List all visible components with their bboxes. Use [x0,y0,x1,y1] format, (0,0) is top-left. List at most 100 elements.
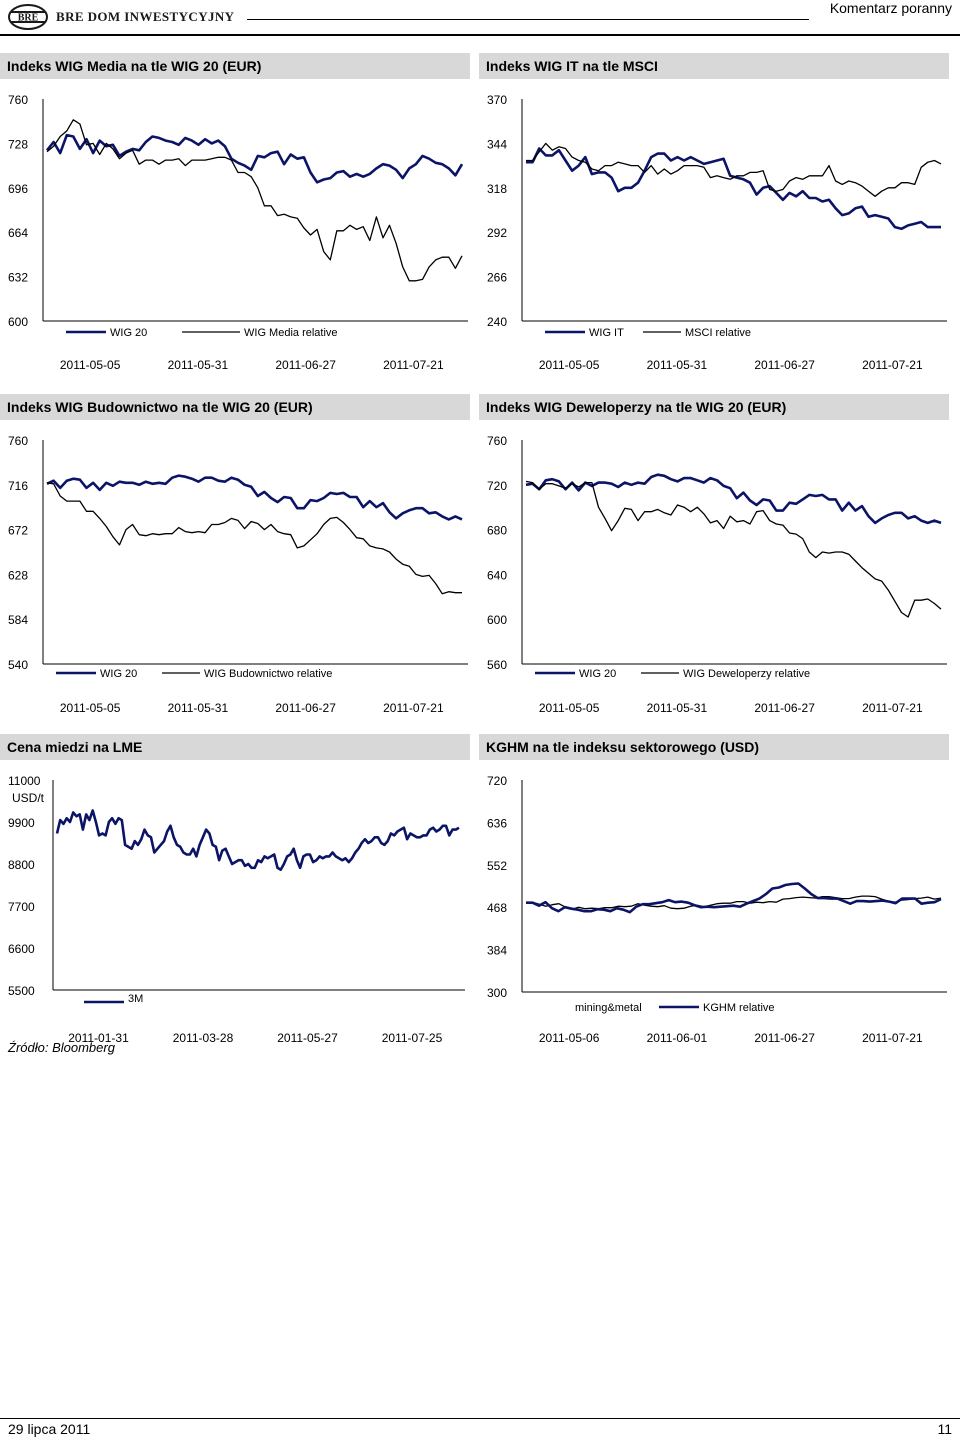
legend-label: WIG 20 [110,327,147,339]
x-tick-label: 2011-06-27 [275,701,336,715]
y-tick-label: 560 [487,658,507,672]
y-tick-label: 468 [487,901,507,915]
chart-wig-deweloperzy: 760 720 680 640 600 560 2011-05-05 2011-05-31 20… [487,434,947,715]
y-tick-label: 640 [487,568,507,582]
page-header: BRE BRE DOM INWESTYCYJNY Komentarz poran… [0,0,960,34]
x-tick-label: 2011-03-28 [173,1031,234,1045]
chart-wig-budownictwo: 760 716 672 628 584 540 2011-05-05 2011-05-31 20… [8,434,468,715]
chart-title: KGHM na tle indeksu sektorowego (USD) [479,734,949,760]
bre-logo-icon: BRE [8,4,48,30]
y-tick-label: 370 [487,93,507,107]
y-tick-label: 760 [8,93,28,107]
y-tick-label: 344 [487,137,507,151]
header-divider [0,34,960,36]
legend-label: WIG Media relative [244,327,338,339]
svg-text:BRE: BRE [18,13,39,24]
x-tick-label: 2011-06-01 [647,1031,708,1045]
y-tick-label: 600 [487,613,507,627]
y-tick-label: 632 [8,271,28,285]
y-tick-label: 5500 [8,984,35,998]
y-tick-label: 680 [487,524,507,538]
y-tick-label: 760 [8,434,28,448]
header-rule [247,19,809,20]
chart-title: Indeks WIG Media na tle WIG 20 (EUR) [0,53,470,79]
page-footer: 29 lipca 2011 11 [0,1418,960,1440]
legend-label: MSCI relative [685,327,751,339]
series-line-wig-20 [46,474,463,521]
x-tick-label: 2011-05-05 [539,358,600,372]
y-tick-label: 716 [8,479,28,493]
y-tick-label: 552 [487,859,507,873]
y-tick-label: 318 [487,182,507,196]
x-tick-label: 2011-05-31 [168,701,229,715]
series-line-wig-20 [45,133,464,184]
x-tick-label: 2011-07-21 [862,701,923,715]
series-line-wig-20 [525,473,942,525]
legend-label: WIG Budownictwo relative [204,668,332,680]
x-tick-label: 2011-05-27 [277,1031,338,1045]
y-tick-label: 11000 [8,774,41,788]
x-tick-label: 2011-07-21 [862,358,923,372]
chart-title: Indeks WIG IT na tle MSCI [479,53,949,79]
legend-label: mining&metal [575,1002,642,1014]
series-line-msci-relative [526,142,942,197]
y-tick-label: 266 [487,271,507,285]
x-tick-label: 2011-06-27 [754,1031,815,1045]
chart-wig-it: 370 344 318 292 266 240 2011-05-05 2011-05-31 20… [487,93,947,372]
chart-kghm: 720 636 552 468 384 300 2011-05-06 2011-06-01 20… [487,774,947,1045]
unit-label: USD/t [12,791,45,805]
chart-copper: 11000 9900 8800 7700 6600 5500 USD/t 2011-01-31… [8,774,465,1045]
y-tick-label: 600 [8,315,28,329]
y-tick-label: 240 [487,315,507,329]
y-tick-label: 540 [8,658,28,672]
x-tick-label: 2011-07-21 [383,358,444,372]
y-tick-label: 628 [8,568,28,582]
y-tick-label: 300 [487,986,507,1000]
series-line-wig-it [526,147,941,231]
y-tick-label: 720 [487,479,507,493]
y-tick-label: 672 [8,524,28,538]
y-tick-label: 384 [487,944,507,958]
y-tick-label: 8800 [8,858,35,872]
y-tick-label: 292 [487,226,507,240]
series-line-mining-metal [526,895,942,910]
y-tick-label: 696 [8,182,28,196]
x-tick-label: 2011-05-05 [60,358,121,372]
x-tick-label: 2011-07-21 [862,1031,923,1045]
legend-label: WIG 20 [579,668,616,680]
legend-label: WIG 20 [100,668,137,680]
series-line-3m [55,809,460,871]
x-tick-label: 2011-05-05 [539,701,600,715]
legend-label: 3M [128,993,143,1005]
report-type: Komentarz poranny [829,0,952,16]
chart-title: Cena miedzi na LME [0,734,470,760]
y-tick-label: 728 [8,137,28,151]
legend-label: WIG IT [589,327,624,339]
footer-date: 29 lipca 2011 [8,1421,91,1437]
chart-title: Indeks WIG Deweloperzy na tle WIG 20 (EU… [479,394,949,420]
page-number: 11 [937,1421,952,1437]
y-tick-label: 9900 [8,816,35,830]
series-line-wig-media-relative [46,119,463,282]
brand-name: BRE DOM INWESTYCYJNY [56,9,235,24]
y-tick-label: 636 [487,816,507,830]
x-tick-label: 2011-06-27 [754,358,815,372]
x-tick-label: 2011-01-31 [68,1031,129,1045]
y-tick-label: 720 [487,774,507,788]
chart-wig-media: 760 728 696 664 632 600 2011-05-05 2011-05-31 20… [8,93,468,372]
x-tick-label: 2011-05-31 [647,358,708,372]
chart-title: Indeks WIG Budownictwo na tle WIG 20 (EU… [0,394,470,420]
y-tick-label: 664 [8,226,28,240]
x-tick-label: 2011-05-05 [60,701,121,715]
legend-label: WIG Deweloperzy relative [683,668,810,680]
x-tick-label: 2011-06-27 [275,358,336,372]
series-line-wig-deweloperzy-relative [525,480,942,618]
y-tick-label: 7700 [8,900,35,914]
x-tick-label: 2011-06-27 [754,701,815,715]
x-tick-label: 2011-05-31 [647,701,708,715]
y-tick-label: 760 [487,434,507,448]
source-note: Źródło: Bloomberg [8,1040,115,1055]
x-tick-label: 2011-05-06 [539,1031,600,1045]
y-tick-label: 6600 [8,942,35,956]
x-tick-label: 2011-07-21 [383,701,444,715]
